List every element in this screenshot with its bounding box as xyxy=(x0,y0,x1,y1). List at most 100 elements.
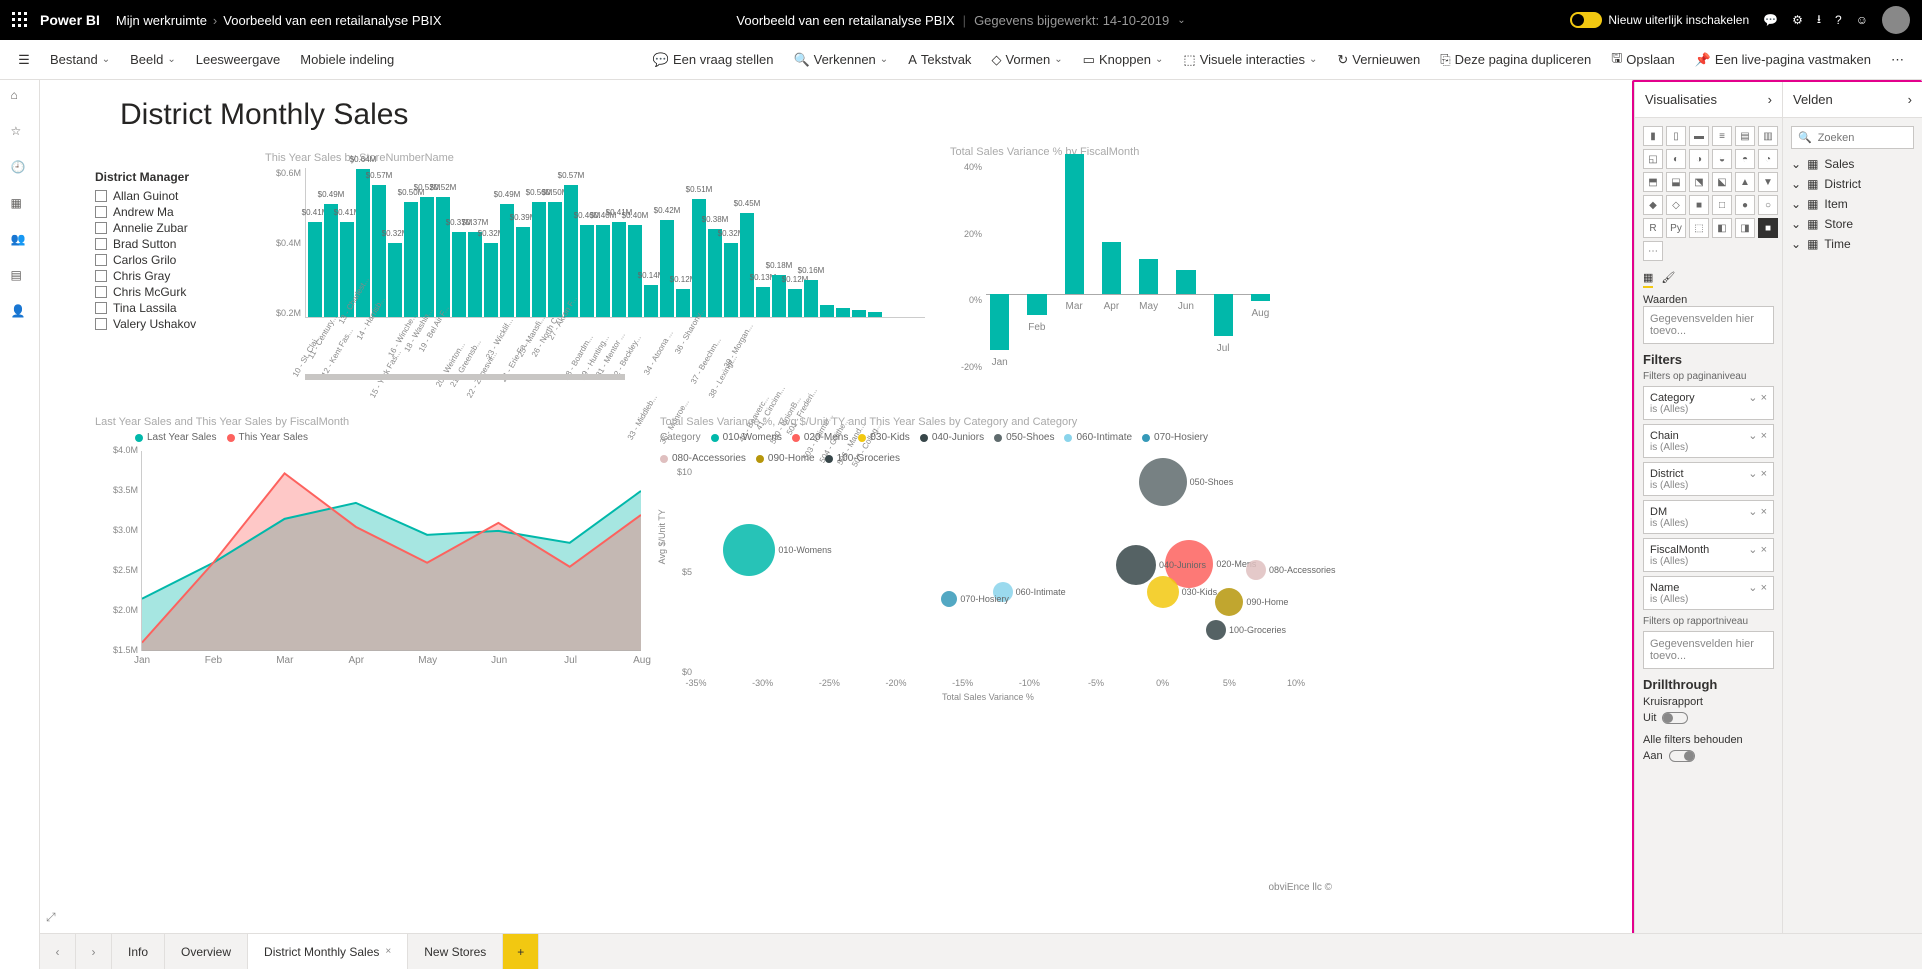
tab-next[interactable]: › xyxy=(76,934,112,969)
slicer-option[interactable]: Chris McGurk xyxy=(95,284,235,300)
menu-mobiele[interactable]: Mobiele indeling xyxy=(290,40,404,79)
viz-type-button[interactable]: ▥ xyxy=(1758,126,1778,146)
viz-type-button[interactable]: ▼ xyxy=(1758,172,1778,192)
legend-item[interactable]: 040-Juniors xyxy=(920,432,984,443)
viz-type-button[interactable]: ◔ xyxy=(1758,149,1778,169)
legend-item[interactable]: 030-Kids xyxy=(858,432,909,443)
menu-vernieuwen[interactable]: ↻ Vernieuwen xyxy=(1327,40,1430,79)
avatar[interactable] xyxy=(1882,6,1910,34)
legend-item[interactable]: 010-Womens xyxy=(711,432,782,443)
clock-icon[interactable]: 🕘 xyxy=(11,160,29,178)
viz-type-button[interactable]: ◨ xyxy=(1735,218,1755,238)
legend-item[interactable]: 070-Hosiery xyxy=(1142,432,1208,443)
viz-type-button[interactable]: ⬔ xyxy=(1689,172,1709,192)
bar[interactable]: $0.41M10 - St. Clai... xyxy=(308,222,322,317)
bar[interactable]: $0.39M24 - Erie Fa... xyxy=(516,227,530,317)
viz-type-button[interactable]: ⬚ xyxy=(1689,218,1709,238)
menu-dupliceren[interactable]: ⎘ Deze pagina dupliceren xyxy=(1430,40,1601,79)
values-drop[interactable]: Gegevensvelden hier toevo... xyxy=(1643,306,1774,344)
filter-card[interactable]: Category⌄ ×is (Alles) xyxy=(1643,386,1774,420)
visualization-picker[interactable]: ▮▯▬≡▤▥◱◐◑◒◓◔⬒⬓⬔⬕▲▼◆◇■□●○RPy⬚◧◨■⋯ xyxy=(1643,126,1774,261)
bar[interactable]: $0.16M501 - Frederi... xyxy=(804,280,818,317)
viz-type-button[interactable]: Py xyxy=(1666,218,1686,238)
bubble-point[interactable] xyxy=(941,591,957,607)
chevron-down-icon[interactable]: ⌄ xyxy=(1177,15,1185,26)
bar[interactable]: $0.37M20 - Weirton... xyxy=(452,232,466,317)
star-icon[interactable]: ☆ xyxy=(11,124,29,142)
menu-bestand[interactable]: Bestand⌄ xyxy=(40,40,120,79)
bar[interactable]: $0.40M29 - Hunting... xyxy=(596,225,610,317)
menu-leesweergave[interactable]: Leesweergave xyxy=(186,40,291,79)
bar[interactable]: 504 - Gaithe... xyxy=(836,308,850,317)
crumb-workspace[interactable]: Mijn werkruimte xyxy=(116,13,207,28)
slicer-option[interactable]: Andrew Ma xyxy=(95,204,235,220)
footer-link[interactable]: obviEnce llc © xyxy=(1268,882,1332,893)
home-icon[interactable]: ⌂ xyxy=(11,88,29,106)
bar[interactable]: $0.50M25 - Mansfi... xyxy=(532,202,546,317)
viz-type-button[interactable]: ▮ xyxy=(1643,126,1663,146)
viz-type-button[interactable]: ○ xyxy=(1758,195,1778,215)
bar[interactable]: $0.12M500 - UnionB... xyxy=(788,289,802,317)
bar[interactable]: $0.52M18 - Washin... xyxy=(420,197,434,317)
help-icon[interactable]: ? xyxy=(1835,13,1842,27)
tab-overview[interactable]: Overview xyxy=(165,934,248,969)
viz-type-button[interactable]: ▲ xyxy=(1735,172,1755,192)
app-launcher-icon[interactable] xyxy=(12,12,28,28)
scrollbar[interactable] xyxy=(305,374,625,380)
apps-icon[interactable]: ▦ xyxy=(11,196,29,214)
legend-item[interactable]: 080-Accessories xyxy=(660,453,746,464)
viz-type-button[interactable]: ◑ xyxy=(1689,149,1709,169)
viz-type-button[interactable]: ■ xyxy=(1689,195,1709,215)
variance-bar[interactable]: Jul xyxy=(1214,294,1233,336)
bar[interactable]: $0.50M26 - North C... xyxy=(548,202,562,317)
report-filters-drop[interactable]: Gegevensvelden hier toevo... xyxy=(1643,631,1774,669)
bar[interactable]: $0.32M22 - Zanesvil... xyxy=(484,243,498,317)
bar[interactable]: $0.52M19 - Bel Air F... xyxy=(436,197,450,317)
filter-card[interactable]: Chain⌄ ×is (Alles) xyxy=(1643,424,1774,458)
variance-bar[interactable]: Mar xyxy=(1065,154,1084,294)
line-chart[interactable]: Last Year Sales and This Year Sales by F… xyxy=(95,416,655,651)
variance-bar[interactable]: Jan xyxy=(990,294,1009,350)
bubble-point[interactable] xyxy=(1206,620,1226,640)
chevron-right-icon[interactable]: › xyxy=(1908,92,1912,107)
filter-card[interactable]: District⌄ ×is (Alles) xyxy=(1643,462,1774,496)
bar[interactable]: $0.32M38 - Lexingt... xyxy=(724,243,738,317)
bubble-chart[interactable]: Total Sales Variance %, Avg $/Unit TY an… xyxy=(660,416,1280,702)
close-icon[interactable]: × xyxy=(385,946,391,957)
crumb-report[interactable]: Voorbeeld van een retailanalyse PBIX xyxy=(223,13,441,28)
bar[interactable]: 506 - Mand... xyxy=(852,310,866,317)
legend-item[interactable]: 100-Groceries xyxy=(825,453,900,464)
workspace-icon[interactable]: ▤ xyxy=(11,268,29,286)
menu-knoppen[interactable]: ▭ Knoppen⌄ xyxy=(1073,40,1174,79)
field-table[interactable]: ⌄▦Item xyxy=(1791,197,1914,211)
tab-newstores[interactable]: New Stores xyxy=(408,934,503,969)
bar[interactable]: $0.12M35 - Monroe... xyxy=(676,289,690,317)
bar-chart[interactable]: This Year Sales by StoreNumberName $0.6M… xyxy=(265,152,925,318)
slicer-option[interactable]: Carlos Grilo xyxy=(95,252,235,268)
menu-visuele[interactable]: ⬚ Visuele interacties⌄ xyxy=(1173,40,1327,79)
viz-type-button[interactable]: ◱ xyxy=(1643,149,1663,169)
viz-type-button[interactable]: ◧ xyxy=(1712,218,1732,238)
tab-district[interactable]: District Monthly Sales× xyxy=(248,934,408,969)
menu-verkennen[interactable]: 🔍 Verkennen⌄ xyxy=(783,40,898,79)
bar[interactable]: $0.57M27 - Akron F... xyxy=(564,185,578,317)
hamburger-icon[interactable]: ☰ xyxy=(8,52,40,68)
filter-card[interactable]: FiscalMonth⌄ ×is (Alles) xyxy=(1643,538,1774,572)
bar[interactable]: $0.50M16 - Winche... xyxy=(404,202,418,317)
bar[interactable]: $0.49M11 - Century... xyxy=(324,204,338,317)
viz-type-button[interactable]: ■ xyxy=(1758,218,1778,238)
fields-tab-icon[interactable]: ▦ xyxy=(1643,271,1653,288)
field-table[interactable]: ⌄▦Sales xyxy=(1791,157,1914,171)
search-input[interactable] xyxy=(1818,132,1908,144)
bar[interactable]: 507 - Colleg... xyxy=(868,312,882,317)
slicer-option[interactable]: Chris Gray xyxy=(95,268,235,284)
user-icon[interactable]: 👤 xyxy=(11,304,29,322)
legend-item[interactable]: 060-Intimate xyxy=(1064,432,1132,443)
field-table[interactable]: ⌄▦District xyxy=(1791,177,1914,191)
tab-add[interactable]: + xyxy=(503,934,539,969)
bar[interactable]: $0.41M31 - Mentor ... xyxy=(612,222,626,317)
slicer-option[interactable]: Tina Lassila xyxy=(95,300,235,316)
variance-bar[interactable]: Apr xyxy=(1102,242,1121,295)
filter-card[interactable]: Name⌄ ×is (Alles) xyxy=(1643,576,1774,610)
bar[interactable]: $0.13M40 - Beaverc... xyxy=(756,287,770,317)
